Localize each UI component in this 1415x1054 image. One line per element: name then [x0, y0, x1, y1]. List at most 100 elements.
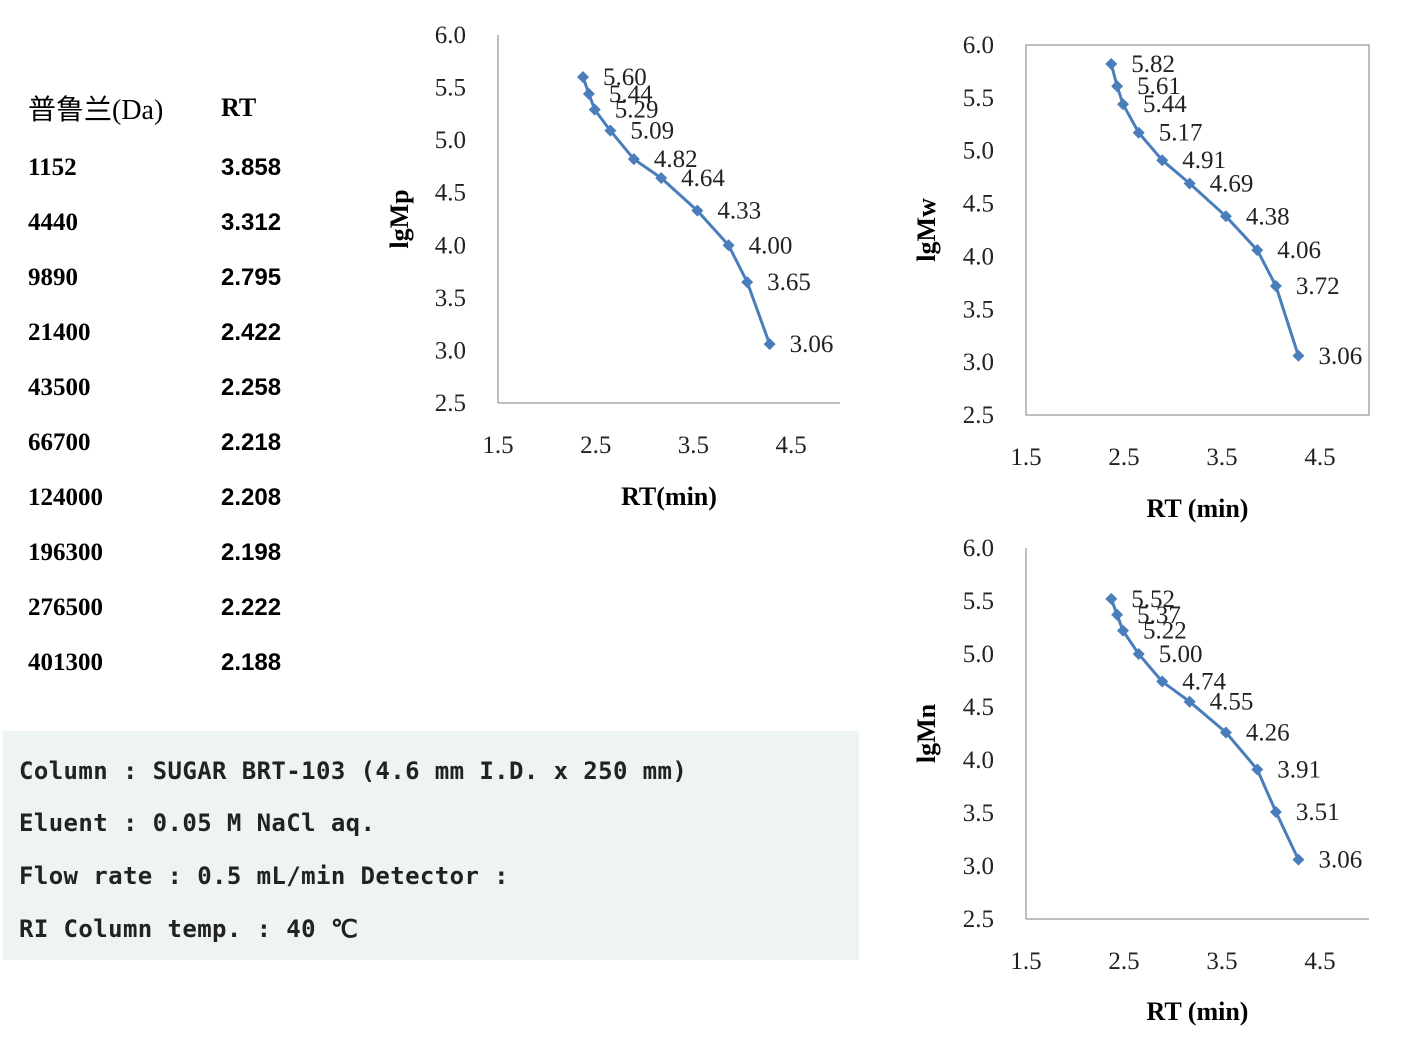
mw-cell: 21400	[28, 318, 91, 346]
rt-cell: 2.422	[221, 318, 282, 346]
y-tick-label: 4.5	[435, 180, 466, 207]
data-point	[1251, 763, 1264, 776]
y-tick-label: 4.0	[435, 232, 466, 259]
data-label: 4.69	[1210, 170, 1254, 197]
table-row: 196300 2.198	[28, 525, 328, 580]
rt-cell: 3.858	[221, 153, 282, 181]
data-label: 4.64	[681, 165, 725, 192]
data-point	[1117, 624, 1130, 637]
data-label: 5.22	[1143, 618, 1187, 645]
conditions-box: Column : SUGAR BRT-103 (4.6 mm I.D. x 25…	[3, 731, 859, 960]
standards-table: 普鲁兰(Da) RT 1152 3.858 4440 3.312 9890 2.…	[28, 88, 328, 690]
data-label: 5.61	[1137, 73, 1181, 100]
header-rt: RT	[221, 93, 257, 122]
table-row: 1152 3.858	[28, 140, 328, 195]
data-point	[1132, 648, 1145, 660]
rt-cell: 2.258	[221, 373, 282, 401]
x-tick-label: 2.5	[580, 432, 611, 459]
y-tick-label: 3.5	[963, 800, 994, 827]
data-label: 4.55	[1210, 689, 1254, 716]
x-tick-label: 3.5	[1206, 444, 1237, 471]
condition-column: Column : SUGAR BRT-103 (4.6 mm I.D. x 25…	[19, 757, 688, 785]
y-axis-title: lgMw	[912, 198, 941, 262]
table-row: 401300 2.188	[28, 635, 328, 690]
data-label: 5.82	[1131, 51, 1175, 78]
header-pullulan: 普鲁兰(Da)	[28, 95, 164, 126]
data-point	[604, 124, 617, 137]
x-axis-title: RT(min)	[621, 482, 717, 511]
data-label: 5.60	[603, 64, 647, 91]
rt-cell: 2.795	[221, 263, 282, 291]
series-line	[581, 76, 772, 345]
x-tick-label: 2.5	[1108, 948, 1139, 975]
x-tick-label: 3.5	[1206, 948, 1237, 975]
y-tick-label: 6.0	[963, 32, 994, 59]
mw-cell: 43500	[28, 373, 91, 401]
x-tick-label: 2.5	[1108, 444, 1139, 471]
y-tick-label: 4.0	[963, 243, 994, 270]
mw-cell: 4440	[28, 208, 78, 236]
data-label: 3.72	[1296, 273, 1340, 300]
y-axis-title: lgMn	[912, 703, 941, 763]
table-row: 9890 2.795	[28, 250, 328, 305]
y-tick-label: 2.5	[435, 390, 466, 417]
data-label: 3.91	[1277, 757, 1321, 784]
data-point	[1156, 154, 1169, 167]
data-point	[691, 204, 704, 217]
data-point	[1269, 805, 1282, 818]
data-label: 3.65	[767, 269, 811, 296]
y-tick-label: 5.5	[963, 85, 994, 112]
data-point	[577, 71, 590, 84]
y-tick-label: 3.0	[963, 853, 994, 880]
table-header: 普鲁兰(Da) RT	[28, 88, 328, 128]
y-tick-label: 5.5	[435, 75, 466, 102]
series-line	[1109, 63, 1300, 357]
y-tick-label: 5.0	[963, 138, 994, 165]
y-tick-label: 3.0	[963, 349, 994, 376]
mw-cell: 66700	[28, 428, 91, 456]
mw-cell: 401300	[28, 648, 103, 676]
x-tick-label: 1.5	[482, 432, 513, 459]
rt-cell: 2.222	[221, 593, 282, 621]
y-tick-label: 6.0	[963, 535, 994, 562]
y-tick-label: 4.0	[963, 747, 994, 774]
data-point	[1292, 853, 1305, 866]
data-label: 5.52	[1131, 586, 1175, 613]
y-tick-label: 6.0	[435, 22, 466, 49]
data-point	[655, 171, 668, 184]
x-tick-label: 1.5	[1010, 948, 1041, 975]
data-point	[1156, 675, 1169, 688]
data-label: 4.82	[654, 146, 698, 173]
y-tick-label: 5.0	[963, 641, 994, 668]
rt-cell: 2.218	[221, 428, 282, 456]
chart-lgmw: 2.5 3.0 3.5 4.0 4.5 5.0 5.5 6.0 1.5 2.5 3.5 4.5 RT (…	[912, 32, 1370, 523]
series-line	[1109, 598, 1300, 861]
x-tick-label: 1.5	[1010, 444, 1041, 471]
data-label: 4.33	[717, 198, 761, 225]
table-row: 124000 2.208	[28, 470, 328, 525]
data-point	[588, 103, 601, 116]
y-tick-label: 3.5	[435, 285, 466, 312]
x-tick-label: 4.5	[1304, 948, 1335, 975]
data-label: 5.00	[1159, 641, 1203, 668]
x-tick-label: 4.5	[1304, 444, 1335, 471]
data-label: 5.44	[1143, 91, 1187, 118]
table-row: 4440 3.312	[28, 195, 328, 250]
data-point	[1111, 80, 1124, 93]
data-point	[1105, 592, 1118, 605]
data-point	[1132, 126, 1145, 139]
data-label: 3.51	[1296, 799, 1340, 826]
rt-cell: 2.188	[221, 648, 282, 676]
data-point	[1251, 244, 1264, 257]
data-label: 3.06	[1318, 343, 1362, 370]
data-label: 5.29	[615, 97, 659, 124]
chart-lgmp: 2.5 3.0 3.5 4.0 4.5 5.0 5.5 6.0 1.5 2.5 3.5 4.5 RT(m…	[385, 22, 840, 511]
data-label: 5.17	[1159, 120, 1203, 147]
plot-frame	[1025, 44, 1370, 416]
data-label: 4.38	[1246, 203, 1290, 230]
rt-cell: 2.198	[221, 538, 282, 566]
data-point	[1219, 726, 1232, 739]
data-point	[722, 239, 735, 252]
condition-column-temp: RI Column temp. : 40 ℃	[19, 915, 359, 943]
data-point	[1183, 695, 1196, 708]
